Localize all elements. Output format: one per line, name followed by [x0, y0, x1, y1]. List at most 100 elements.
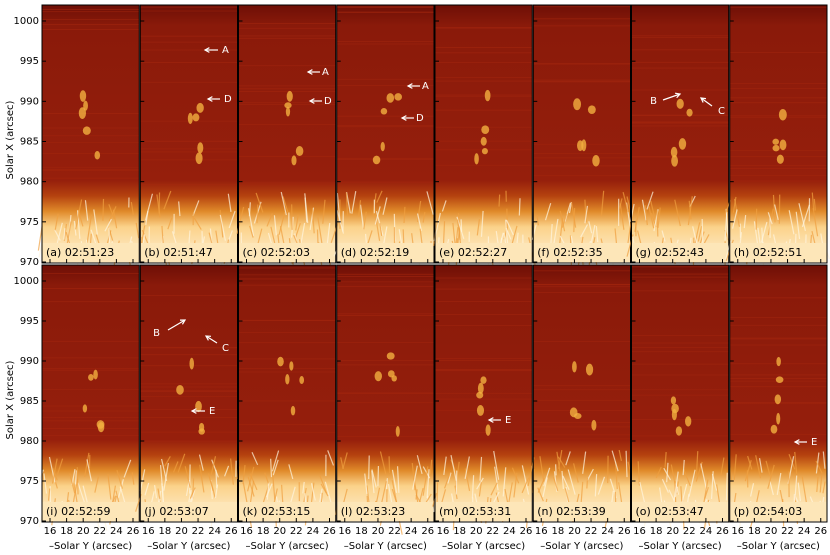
- bright-blob: [474, 153, 479, 165]
- panel: (d) 02:52:19 A D: [330, 4, 435, 270]
- x-tick-label: 22: [388, 526, 401, 537]
- spicule: [273, 215, 277, 236]
- spicule: [586, 468, 594, 481]
- spicule: [552, 476, 559, 491]
- spicule: [614, 228, 618, 245]
- spicule: [304, 193, 309, 224]
- panel-image: [631, 265, 729, 522]
- spicule: [116, 469, 123, 489]
- spicule: [135, 222, 140, 239]
- spicule: [618, 198, 623, 209]
- panel-image: [729, 5, 827, 263]
- panel-label: (b) 02:51:47: [144, 246, 212, 259]
- spicule: [320, 483, 329, 497]
- bright-blob: [481, 125, 490, 134]
- label-box: [631, 243, 729, 262]
- panel-frame: [631, 264, 730, 523]
- spicule: [701, 218, 704, 244]
- arrow-head: [179, 319, 187, 325]
- spicule: [588, 221, 593, 234]
- spicule: [47, 488, 51, 501]
- spicule: [364, 473, 368, 495]
- x-tick-label: 18: [158, 526, 171, 537]
- y-axis-label: Solar X (arcsec): [5, 360, 16, 439]
- spicule: [815, 460, 823, 474]
- spicule: [542, 477, 548, 498]
- x-axis-label: –Solar Y (arcsec): [147, 541, 230, 552]
- spicule: [102, 198, 105, 221]
- bright-blob: [374, 371, 382, 382]
- bright-blob: [480, 376, 487, 384]
- arrow-head: [308, 98, 315, 104]
- spicule: [123, 459, 132, 478]
- spicule: [476, 219, 481, 236]
- x-axis-label: –Solar Y (arcsec): [540, 541, 623, 552]
- y-tick-label: 975: [20, 217, 39, 228]
- spicule: [812, 207, 819, 237]
- spicule: [193, 217, 202, 230]
- spicule: [153, 485, 158, 499]
- spicule: [655, 466, 662, 479]
- spicule: [93, 209, 98, 235]
- spicule: [371, 470, 375, 494]
- panel-frame: [238, 264, 337, 523]
- spicule: [733, 454, 737, 480]
- spicule: [600, 190, 605, 216]
- spicule: [798, 203, 806, 232]
- spicule: [493, 450, 500, 480]
- label-box: [42, 502, 140, 521]
- spicule: [73, 220, 77, 236]
- annotation-label: B: [153, 328, 160, 339]
- spicule: [680, 486, 683, 502]
- y-tick-label: 1000: [14, 276, 39, 287]
- panel-frame: [238, 4, 337, 264]
- spicule: [521, 465, 530, 495]
- spicule: [797, 482, 802, 502]
- spicule: [720, 457, 725, 476]
- spicule: [416, 455, 423, 475]
- spicule: [687, 196, 693, 226]
- annotation-label: D: [324, 96, 332, 107]
- spicule: [539, 456, 545, 482]
- bright-blob: [573, 98, 582, 111]
- x-tick-label: 20: [470, 526, 483, 537]
- panel: (j) 02:53:07 B C E: [135, 264, 238, 533]
- panel: (l) 02:53:23: [335, 264, 435, 535]
- label-box: [336, 502, 434, 521]
- bright-blob: [772, 144, 780, 152]
- x-tick-label: 16: [633, 526, 646, 537]
- bright-blob: [195, 400, 202, 413]
- spicule: [594, 474, 598, 497]
- bright-blob: [569, 407, 578, 418]
- x-tick-label: 26: [618, 526, 631, 537]
- y-tick-label: 985: [20, 396, 39, 407]
- panel-frame: [434, 4, 533, 264]
- spicule: [311, 208, 315, 234]
- spicule: [666, 462, 669, 483]
- spicule: [822, 451, 826, 469]
- y-tick-label: 970: [20, 257, 39, 268]
- panel-label: (f) 02:52:35: [537, 246, 602, 259]
- spicule: [422, 466, 429, 496]
- spicule: [819, 475, 823, 493]
- spicule: [164, 456, 171, 467]
- spicule: [443, 472, 451, 489]
- spicule: [184, 466, 191, 488]
- bright-blob: [685, 416, 692, 427]
- spicule: [443, 456, 447, 476]
- panel-frame: [41, 4, 140, 264]
- panel-frame: [139, 264, 238, 523]
- spicule: [86, 214, 93, 243]
- spicule: [422, 211, 426, 223]
- x-axis-label: –Solar Y (arcsec): [344, 541, 427, 552]
- spicule: [788, 210, 795, 235]
- spicule: [255, 192, 264, 213]
- y-tick-label: 990: [20, 356, 39, 367]
- bright-blob: [670, 146, 678, 158]
- spicule: [192, 200, 200, 217]
- panel-frame: [729, 264, 828, 523]
- panel-label: (a) 02:51:23: [46, 246, 114, 259]
- spicule: [107, 474, 112, 500]
- spicule: [536, 215, 539, 226]
